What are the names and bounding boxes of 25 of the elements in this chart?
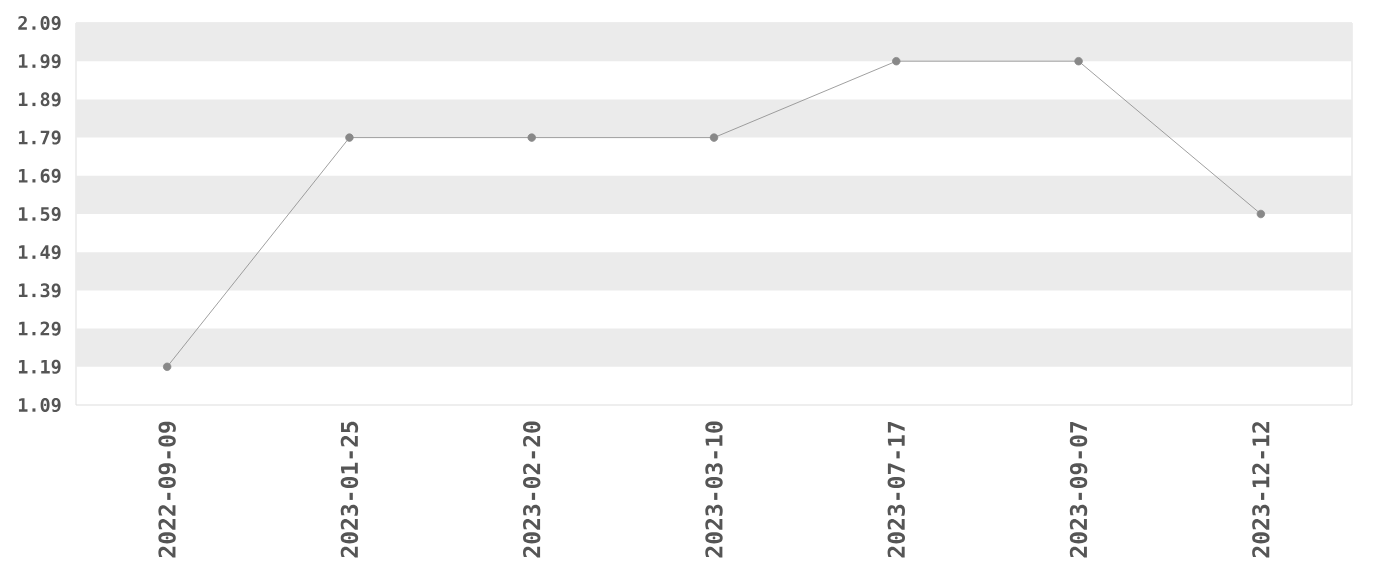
x-tick-label: 2023-03-10 — [705, 421, 723, 558]
x-tick-label: 2023-09-07 — [1069, 421, 1088, 558]
x-tick-label: 2023-07-17 — [887, 421, 905, 558]
y-tick-label: 1.79 — [18, 130, 61, 145]
y-tick-label: 1.29 — [18, 321, 61, 336]
y-tick-label: 1.69 — [18, 168, 61, 183]
point — [709, 133, 719, 142]
x-tick-label: 2023-12-12 — [1252, 422, 1270, 558]
point — [1074, 56, 1083, 66]
point — [345, 133, 354, 142]
point — [892, 56, 901, 66]
point — [1256, 209, 1266, 219]
point — [162, 362, 172, 371]
x-tick-label: 2023-02-20 — [523, 421, 541, 558]
y-tick-label: 1.59 — [18, 207, 61, 221]
y-tick-label: 1.39 — [18, 283, 61, 298]
y-tick-label: 1.49 — [18, 245, 61, 260]
y-tick-label: 1.09 — [18, 397, 61, 413]
y-tick-label: 2.09 — [18, 15, 61, 31]
point — [527, 133, 536, 142]
y-tick-label: 1.99 — [18, 54, 61, 69]
y-tick-label: 1.19 — [18, 359, 61, 374]
x-tick-label: 2023-01-25 — [340, 421, 359, 558]
y-tick-label: 1.89 — [18, 92, 61, 107]
x-tick-label: 2022-09-09 — [158, 421, 176, 558]
